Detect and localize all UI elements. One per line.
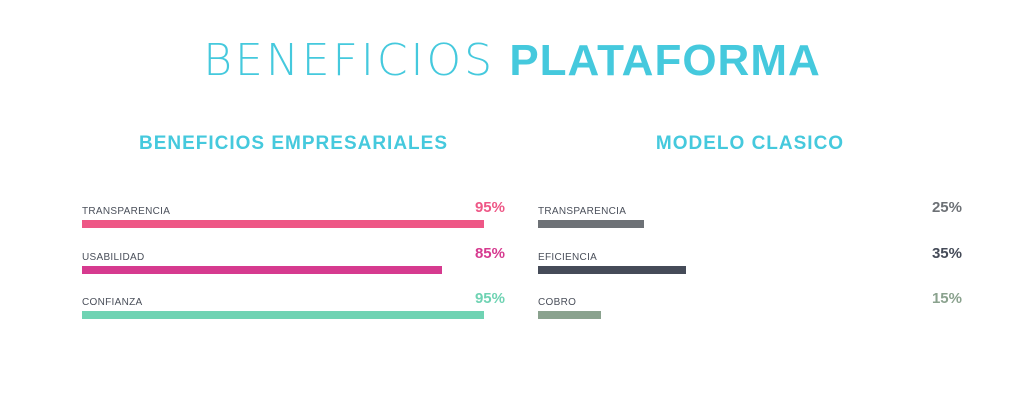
bar-label: TRANSPARENCIA [82,206,171,217]
bar-value: 95% [474,199,505,216]
bar-fill [82,266,442,274]
bar-label: COBRO [538,297,577,308]
bar-fill [82,220,484,228]
classic-model-heading: MODELO CLASICO [655,133,845,154]
bar-fill [538,220,644,228]
bar-value: 15% [931,290,962,307]
bar-row-transparencia: TRANSPARENCIA 25% [538,199,962,233]
bar-fill [538,266,686,274]
business-benefits-heading: BENEFICIOS EMPRESARIALES [138,133,449,154]
classic-model-panel: MODELO CLASICO TRANSPARENCIA 25% EFICIEN… [538,0,962,405]
bar-value: 95% [474,290,505,307]
bar-track [538,311,961,319]
bar-label: CONFIANZA [82,297,143,308]
page-title-light: BENEFICIOS [203,35,496,86]
page-title-bold: PLATAFORMA [509,36,821,85]
bar-label: USABILIDAD [82,252,145,263]
bar-row-confianza: CONFIANZA 95% [82,290,505,324]
bar-label: EFICIENCIA [538,252,598,263]
bar-track [538,220,961,228]
page-title: BENEFICIOS PLATAFORMA [0,34,1024,88]
bar-value: 25% [931,199,962,216]
bar-row-cobro: COBRO 15% [538,290,962,324]
bar-value: 35% [931,245,962,262]
bar-row-transparencia: TRANSPARENCIA 95% [82,199,505,233]
bar-track [82,266,505,274]
bar-fill [538,311,601,319]
bar-value: 85% [474,245,505,262]
bar-fill [82,311,484,319]
bar-label: TRANSPARENCIA [538,206,627,217]
bar-row-usabilidad: USABILIDAD 85% [82,245,505,279]
bar-track [82,220,505,228]
bar-track [82,311,505,319]
bar-row-eficiencia: EFICIENCIA 35% [538,245,962,279]
bar-track [538,266,961,274]
business-benefits-panel: BENEFICIOS EMPRESARIALES TRANSPARENCIA 9… [82,0,505,405]
